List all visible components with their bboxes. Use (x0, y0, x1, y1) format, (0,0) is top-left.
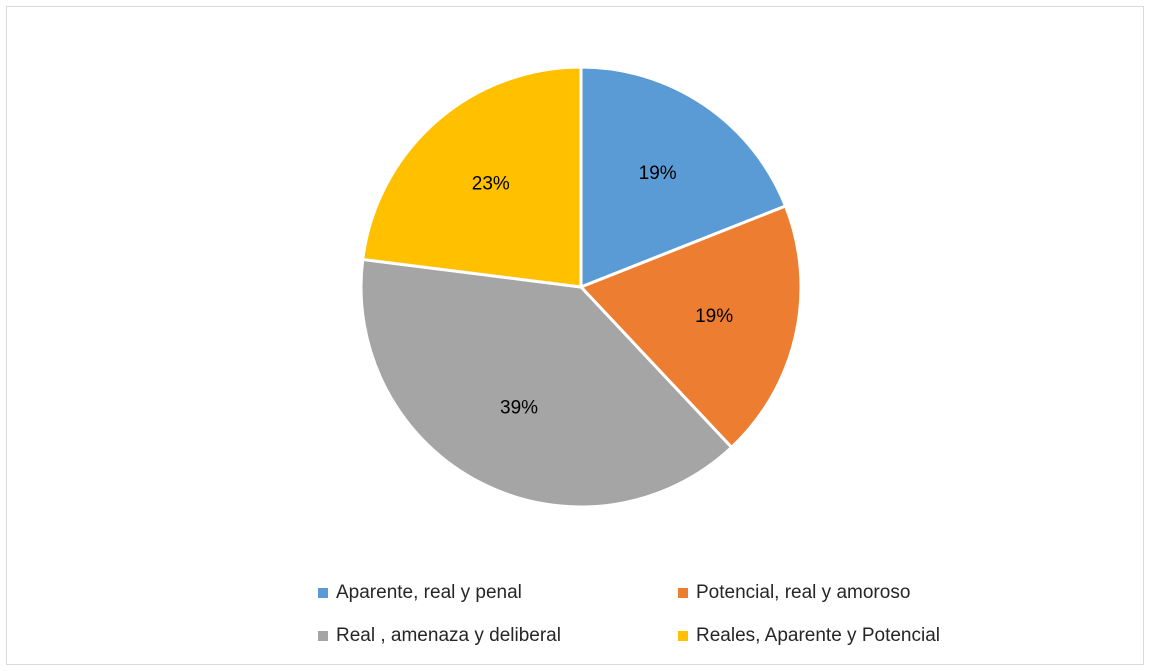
pie-data-label: 19% (639, 163, 677, 184)
pie-data-label: 39% (500, 398, 538, 419)
pie-data-labels: 19% 19% 39% 23% (472, 163, 733, 418)
pie-data-label: 23% (472, 174, 510, 195)
pie-slices (359, 65, 803, 509)
pie-data-label: 19% (695, 306, 733, 327)
pie-slice (579, 204, 803, 449)
pie-slice (359, 257, 734, 509)
pie-slice (579, 65, 788, 289)
pie-slice (361, 65, 583, 289)
